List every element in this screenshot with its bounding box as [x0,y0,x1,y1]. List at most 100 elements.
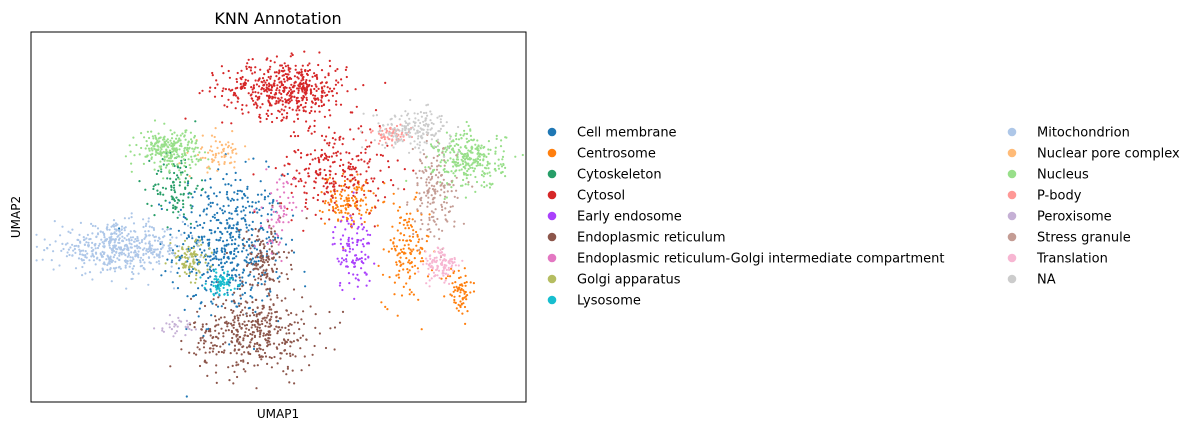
data-point [196,310,199,313]
data-point [209,86,212,89]
data-point [294,185,297,188]
y-axis-label: UMAP2 [9,196,23,238]
data-point [411,235,415,238]
data-point [266,230,269,234]
legend-marker [1007,274,1017,284]
data-point [461,312,464,315]
data-point [272,235,275,238]
data-point [276,236,280,239]
data-point [416,131,419,134]
data-point [429,230,432,234]
data-point [256,263,260,266]
data-point [314,103,317,106]
data-point [275,346,278,349]
data-point [249,270,252,274]
data-point [148,249,151,253]
data-point [211,74,214,77]
data-point [174,323,177,326]
data-point [192,262,195,265]
data-point [139,247,142,250]
data-point [129,262,132,265]
data-point [108,244,111,247]
data-point [321,153,324,156]
data-point [228,88,231,91]
data-point [330,155,333,158]
data-point [266,362,269,365]
data-point [188,146,191,149]
data-point [301,99,304,102]
data-point [384,128,387,131]
data-point [321,81,324,84]
data-point [332,152,335,155]
data-point [285,273,288,276]
data-point [341,188,344,191]
data-point [463,305,467,309]
data-point [172,206,175,210]
data-point [331,177,335,180]
data-point [323,139,326,142]
data-point [414,117,417,120]
data-point [41,258,44,261]
data-point [350,168,353,171]
data-point [188,351,191,354]
data-point [164,166,168,169]
data-point [350,223,353,226]
data-point [409,251,412,254]
data-point [393,237,396,240]
data-point [160,204,163,207]
data-point [223,262,226,265]
data-point [406,124,409,127]
data-point [181,248,184,251]
data-point [268,101,271,104]
data-point [365,273,368,276]
data-point [378,139,382,142]
data-point [317,174,320,177]
data-point [235,255,238,258]
data-point [413,257,416,260]
data-point [436,141,440,144]
data-point [354,204,357,208]
data-point [280,207,283,210]
data-point [176,271,179,274]
legend-item: NA [1007,273,1056,288]
data-point [236,375,239,379]
data-point [323,157,326,160]
data-point [328,218,331,221]
data-point [240,210,243,213]
data-point [433,134,436,138]
data-point [243,334,247,337]
data-point [433,256,436,260]
data-point [321,210,324,214]
data-point [282,66,285,70]
data-point [233,247,236,251]
data-point [144,236,147,239]
data-point [191,196,194,199]
data-point [159,167,162,170]
data-point [275,199,278,202]
data-point [408,259,411,262]
data-point [205,328,208,331]
data-point [365,284,368,287]
data-point [129,150,132,153]
data-point [393,127,396,130]
data-point [356,181,359,184]
data-point [432,147,435,150]
data-point [201,241,204,244]
data-point [235,80,239,83]
data-point [275,310,278,313]
data-point [416,143,419,146]
data-point [278,91,281,94]
data-point [110,280,113,283]
data-point [268,305,271,309]
data-point [467,139,471,142]
data-point [232,326,235,329]
data-point [173,157,176,160]
data-point [81,265,84,269]
data-point [347,238,350,241]
data-point [465,281,468,284]
data-point [152,228,156,231]
data-point [359,173,362,176]
data-point [296,71,299,74]
data-point [266,213,269,216]
data-point [209,177,212,180]
